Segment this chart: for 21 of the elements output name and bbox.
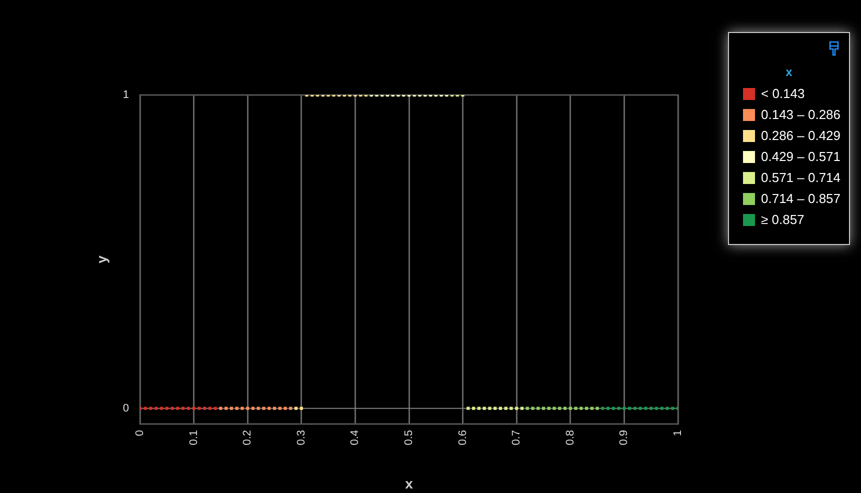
x-tick-label: 0.3	[295, 430, 308, 446]
x-tick-label: 0.5	[403, 430, 416, 446]
x-tick-label: 0	[134, 430, 146, 436]
legend-label: ≥ 0.857	[761, 212, 804, 227]
legend-label: 0.286 – 0.429	[761, 128, 841, 143]
x-tick-label: 0.6	[456, 430, 469, 446]
x-axis-title: x	[405, 475, 414, 492]
x-tick-label: 1	[672, 430, 684, 436]
x-tick-label: 0.4	[349, 430, 362, 446]
legend-label: 0.571 – 0.714	[761, 170, 841, 185]
legend-label: < 0.143	[761, 86, 805, 101]
x-tick-label: 0.7	[510, 430, 523, 446]
legend-label: 0.143 – 0.286	[761, 107, 841, 122]
legend-label: 0.714 – 0.857	[761, 191, 841, 206]
legend-title: x	[784, 65, 794, 79]
x-tick-label: 0.8	[564, 430, 576, 446]
x-tick-label: 0.2	[242, 430, 254, 446]
y-axis-title: y	[93, 255, 110, 264]
x-tick-label: 0.9	[618, 430, 630, 446]
x-tick-label: 0.1	[188, 430, 200, 446]
legend-label: 0.429 – 0.571	[761, 149, 841, 164]
